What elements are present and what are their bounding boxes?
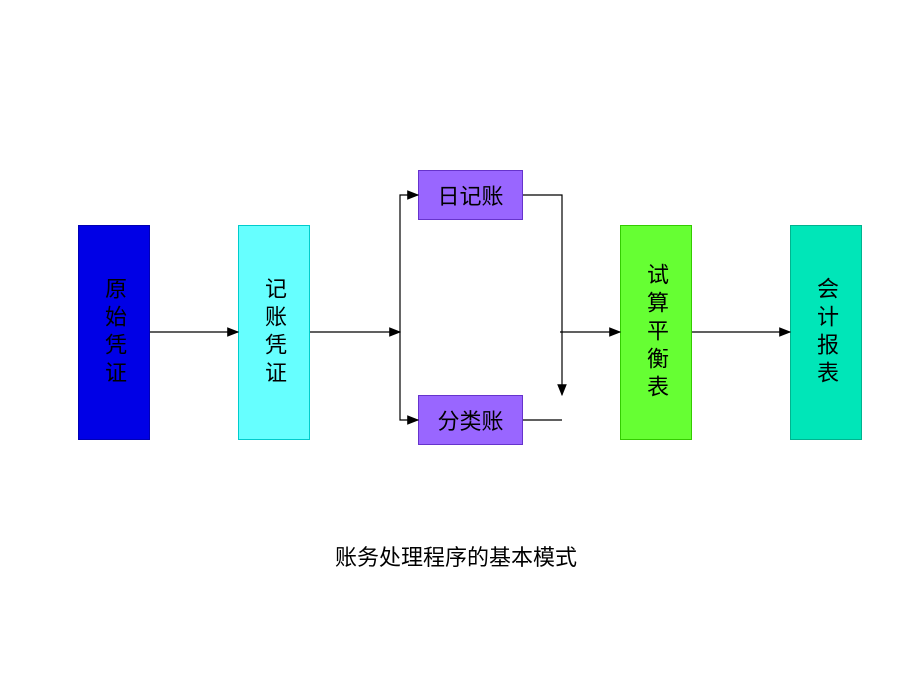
edge [400,195,418,332]
node-n4: 分类账 [418,395,523,445]
node-n1: 原始凭证 [78,225,150,440]
node-n5: 试算平衡表 [620,225,692,440]
edge [523,195,562,395]
node-n2: 记账凭证 [238,225,310,440]
diagram-caption: 账务处理程序的基本模式 [335,540,577,572]
node-n3: 日记账 [418,170,523,220]
edge [400,332,418,420]
node-n6: 会计报表 [790,225,862,440]
